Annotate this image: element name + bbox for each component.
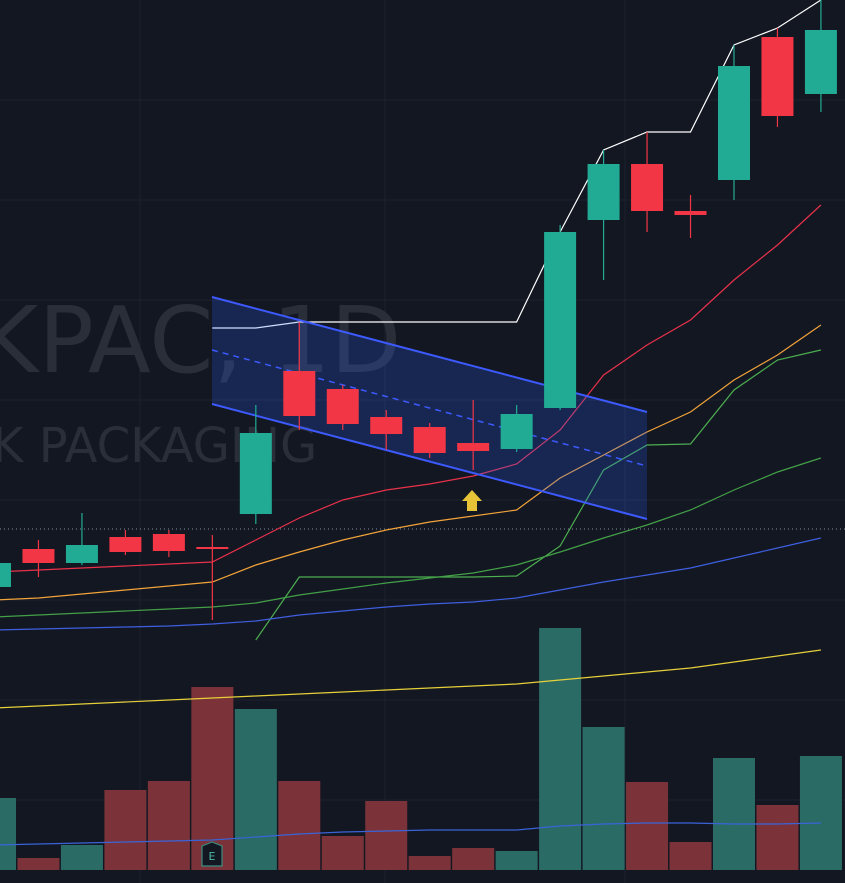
volume-bar: [582, 727, 625, 870]
candle-body: [761, 37, 794, 116]
volume-bar: [0, 798, 16, 870]
volume-bar: [452, 848, 495, 870]
volume-bar: [321, 836, 364, 870]
candle-body: [22, 549, 55, 563]
candle-body: [109, 537, 142, 552]
volume-bar: [756, 805, 799, 870]
indicators: [0, 0, 822, 846]
indicator-line: [0, 457, 822, 618]
volume-bar: [669, 842, 712, 870]
watermark-symbol: KPAC, 1D: [0, 287, 401, 394]
candle-body: [196, 547, 229, 549]
candle-body: [326, 389, 359, 424]
volume-bar: [626, 782, 669, 870]
volume-bar: [104, 790, 147, 870]
candle-body: [631, 164, 664, 211]
volume-bar: [365, 801, 408, 870]
channel-drawing: [211, 296, 648, 520]
volume-bar: [278, 781, 321, 870]
volume-bar: [17, 858, 60, 870]
indicator-line: [0, 649, 821, 709]
indicator-line: [0, 822, 821, 846]
candle-body: [500, 414, 533, 449]
candle-body: [413, 427, 446, 453]
indicator-line: [0, 324, 822, 601]
volume-bar: [147, 781, 190, 870]
candle-body: [65, 545, 98, 563]
candle-body: [717, 66, 750, 180]
indicator-line: [0, 204, 822, 573]
volume-pane: [0, 628, 842, 870]
earnings-marker[interactable]: E: [201, 841, 223, 867]
candles: [0, 0, 837, 620]
indicator-line: [255, 349, 822, 641]
earnings-label: E: [209, 850, 216, 863]
candle-body: [457, 443, 490, 451]
signal-arrow: [462, 490, 482, 511]
volume-bar: [495, 851, 538, 870]
candle-body: [0, 563, 11, 587]
volume-bar: [799, 756, 842, 870]
candle-body: [239, 433, 272, 514]
volume-bar: [408, 856, 451, 870]
candle-body: [804, 30, 837, 94]
candle-body: [283, 371, 316, 416]
candle-body: [674, 211, 707, 215]
candle-body: [544, 232, 577, 408]
candle-body: [370, 417, 403, 434]
volume-bar: [60, 845, 103, 870]
volume-bar: [539, 628, 582, 870]
candle-body: [152, 534, 185, 551]
indicator-line: [0, 537, 822, 631]
candle-body: [587, 164, 620, 220]
volume-bar: [712, 758, 755, 870]
volume-bar: [234, 709, 277, 870]
